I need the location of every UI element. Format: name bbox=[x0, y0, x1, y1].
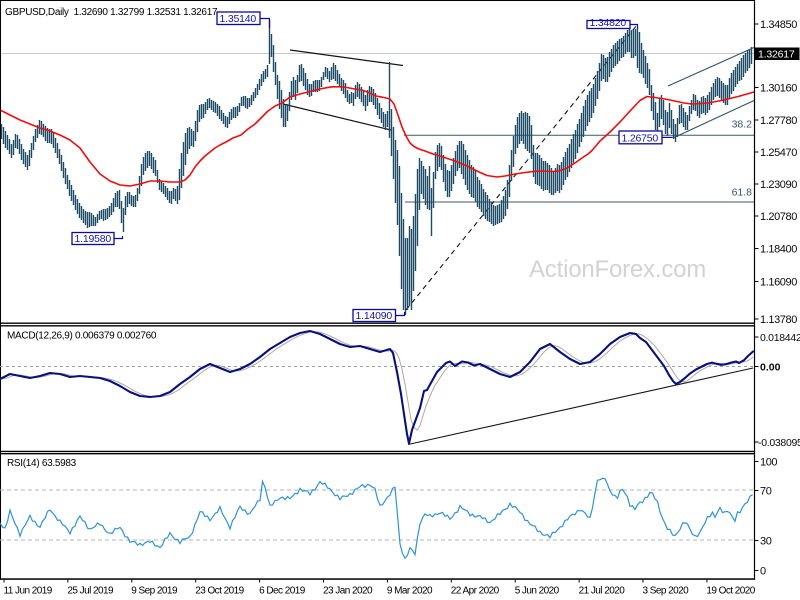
svg-text:0.00: 0.00 bbox=[760, 362, 781, 374]
svg-text:5 Jun 2020: 5 Jun 2020 bbox=[515, 586, 560, 597]
svg-text:1.14090: 1.14090 bbox=[356, 310, 393, 322]
svg-text:6 Dec 2019: 6 Dec 2019 bbox=[259, 586, 306, 597]
svg-text:1.16090: 1.16090 bbox=[760, 277, 797, 289]
svg-text:GBPUSD,Daily 1.32690 1.32799: GBPUSD,Daily 1.32690 1.32799 1.32531 1.3… bbox=[5, 7, 218, 18]
svg-text:1.25470: 1.25470 bbox=[760, 147, 797, 159]
svg-text:1.34820: 1.34820 bbox=[590, 17, 627, 29]
svg-text:22 Apr 2020: 22 Apr 2020 bbox=[451, 586, 500, 597]
svg-text:11 Jun 2019: 11 Jun 2019 bbox=[4, 586, 53, 597]
svg-text:61.8: 61.8 bbox=[732, 187, 753, 199]
svg-text:19 Oct 2020: 19 Oct 2020 bbox=[706, 586, 755, 597]
svg-text:70: 70 bbox=[760, 486, 772, 498]
svg-text:1.34850: 1.34850 bbox=[760, 19, 797, 31]
svg-text:ActionForex.com: ActionForex.com bbox=[529, 256, 706, 283]
svg-text:1.35140: 1.35140 bbox=[220, 13, 257, 25]
svg-text:1.32617: 1.32617 bbox=[758, 49, 795, 61]
svg-text:1.27780: 1.27780 bbox=[760, 115, 797, 127]
svg-text:9 Sep 2019: 9 Sep 2019 bbox=[131, 586, 178, 597]
svg-text:1.23090: 1.23090 bbox=[760, 179, 797, 191]
svg-text:3 Sep 2020: 3 Sep 2020 bbox=[643, 586, 690, 597]
svg-text:23 Jan 2020: 23 Jan 2020 bbox=[323, 586, 373, 597]
svg-text:RSI(14) 63.5983: RSI(14) 63.5983 bbox=[7, 458, 77, 469]
svg-text:0: 0 bbox=[760, 566, 766, 578]
svg-text:100: 100 bbox=[760, 457, 777, 469]
svg-text:38.2: 38.2 bbox=[732, 119, 753, 131]
svg-text:25 Jul 2019: 25 Jul 2019 bbox=[67, 586, 114, 597]
svg-text:-0.038095: -0.038095 bbox=[758, 437, 800, 449]
svg-text:9 Mar 2020: 9 Mar 2020 bbox=[387, 586, 433, 597]
svg-text:1.30160: 1.30160 bbox=[760, 83, 797, 95]
svg-text:1.20780: 1.20780 bbox=[760, 211, 797, 223]
svg-text:1.26750: 1.26750 bbox=[622, 132, 659, 144]
svg-text:1.18400: 1.18400 bbox=[760, 244, 797, 256]
svg-text:1.13780: 1.13780 bbox=[760, 314, 797, 326]
svg-text:MACD(12,26,9) 0.006379 0.00276: MACD(12,26,9) 0.006379 0.002760 bbox=[7, 331, 157, 342]
svg-text:0.018442: 0.018442 bbox=[760, 332, 800, 344]
svg-text:1.19580: 1.19580 bbox=[75, 233, 112, 245]
svg-text:30: 30 bbox=[760, 536, 772, 548]
svg-text:21 Jul 2020: 21 Jul 2020 bbox=[579, 586, 626, 597]
svg-text:23 Oct 2019: 23 Oct 2019 bbox=[195, 586, 244, 597]
